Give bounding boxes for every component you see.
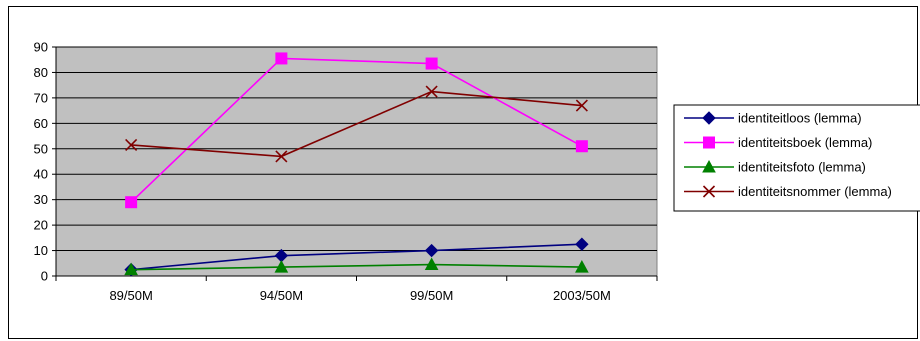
series-line (130, 57, 583, 203)
x-tick-label: 89/50M (109, 288, 152, 303)
legend-label: identiteitsboek (lemma) (738, 135, 872, 150)
x-tick-label: 99/50M (410, 288, 453, 303)
y-tick-label: 0 (41, 269, 48, 284)
y-tick-label: 10 (34, 243, 48, 258)
y-tick-label: 80 (34, 65, 48, 80)
legend-swatch-marker (702, 159, 716, 173)
data-point (575, 260, 589, 273)
y-tick-label: 30 (34, 192, 48, 207)
series-identiteitsfoto-lemma (124, 257, 589, 276)
legend-swatch-marker (702, 111, 716, 125)
data-point (124, 262, 138, 276)
legend-item: identiteitsboek (lemma) (684, 135, 872, 150)
x-marker-stroke (702, 185, 716, 198)
series-line (131, 263, 582, 271)
data-point (425, 85, 438, 98)
x-marker-stroke (575, 99, 588, 112)
data-point (425, 57, 438, 70)
x-marker-stroke (275, 150, 288, 163)
y-tick-label: 70 (34, 90, 48, 105)
data-point (275, 150, 288, 163)
x-tick-label: 94/50M (260, 288, 303, 303)
legend-item: identiteitloos (lemma) (684, 111, 862, 126)
data-point (424, 243, 439, 258)
axes: 0 10 20 30 40 50 60 70 80 90 89/50M 94/50M 99/50M 200… (34, 40, 658, 303)
plot-area (55, 46, 658, 277)
series-identiteitsboek-lemma (125, 52, 588, 209)
legend-swatch-marker (702, 185, 716, 198)
data-point (575, 99, 588, 112)
series-identiteitsnommer-lemma (125, 85, 588, 163)
data-point (275, 52, 288, 65)
series-line (131, 90, 582, 158)
data-point (125, 138, 138, 152)
legend-swatch-marker (703, 136, 715, 149)
data-point (575, 237, 589, 251)
data-point (424, 257, 439, 271)
data-point (125, 196, 138, 209)
x-marker-stroke (425, 85, 438, 98)
y-tick-label: 20 (34, 218, 48, 233)
legend-label: identiteitsnommer (lemma) (738, 184, 892, 199)
legend-item: identiteitsfoto (lemma) (684, 160, 866, 175)
x-marker-stroke (125, 138, 138, 152)
legend-label: identiteitsfoto (lemma) (738, 160, 866, 175)
legend: identiteitloos (lemma) identiteitsboek (l… (673, 104, 920, 212)
data-point (575, 140, 588, 153)
legend-box (673, 104, 920, 212)
series-line (131, 243, 582, 271)
y-tick-label: 40 (34, 167, 48, 182)
series-group (124, 52, 589, 277)
legend-item: identiteitsnommer (lemma) (684, 184, 892, 199)
y-tick-label: 90 (34, 40, 48, 55)
legend-label: identiteitloos (lemma) (738, 111, 862, 126)
y-tick-label: 50 (34, 141, 48, 156)
x-tick-label: 2003/50M (553, 288, 611, 303)
y-tick-label: 60 (34, 116, 48, 131)
data-point (274, 260, 289, 273)
